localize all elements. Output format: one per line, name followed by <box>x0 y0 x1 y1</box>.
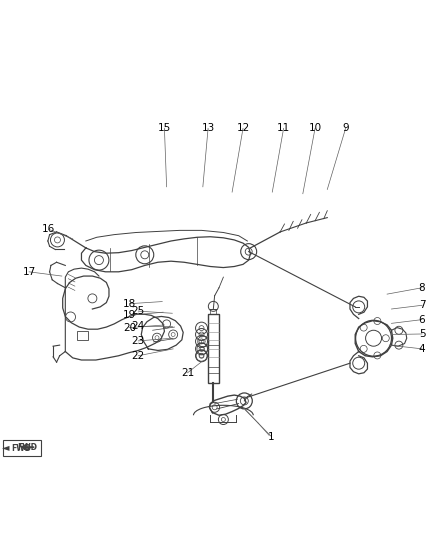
Text: 22: 22 <box>131 351 145 361</box>
Text: 17: 17 <box>22 267 36 277</box>
Polygon shape <box>77 332 88 340</box>
Text: 21: 21 <box>181 368 194 378</box>
Text: 18: 18 <box>123 298 136 309</box>
Text: 16: 16 <box>42 224 55 235</box>
FancyBboxPatch shape <box>3 440 41 456</box>
Text: FWD: FWD <box>12 443 32 453</box>
Text: 6: 6 <box>419 314 425 325</box>
Text: 15: 15 <box>158 123 171 133</box>
Text: 4: 4 <box>419 344 425 354</box>
Text: 1: 1 <box>268 432 275 441</box>
Text: ◄: ◄ <box>2 442 9 452</box>
Text: 9: 9 <box>343 123 349 133</box>
Text: 19: 19 <box>123 310 136 320</box>
Text: FWD: FWD <box>17 442 37 451</box>
Text: 10: 10 <box>308 123 321 133</box>
FancyBboxPatch shape <box>208 314 219 383</box>
Text: 20: 20 <box>123 322 136 333</box>
Text: 8: 8 <box>419 282 425 293</box>
Text: 12: 12 <box>237 123 250 133</box>
Text: 11: 11 <box>277 123 290 133</box>
Text: 24: 24 <box>131 321 145 331</box>
Text: 25: 25 <box>131 306 145 316</box>
Text: 23: 23 <box>131 336 145 346</box>
Text: 13: 13 <box>201 123 215 133</box>
Text: 7: 7 <box>419 300 425 310</box>
Text: 5: 5 <box>419 329 425 339</box>
